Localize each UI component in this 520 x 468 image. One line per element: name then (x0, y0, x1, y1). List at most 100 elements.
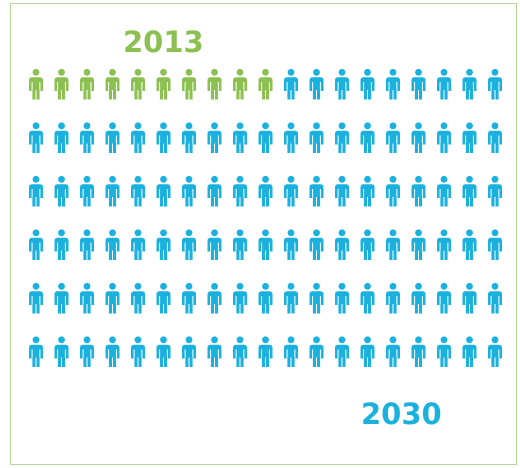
person-icon (411, 336, 426, 367)
person-icon (29, 175, 43, 207)
person-icon (284, 282, 298, 314)
person-icon (105, 282, 120, 314)
person-icon (462, 336, 477, 367)
person-icon (29, 68, 43, 100)
person-icon (462, 229, 477, 260)
person-icon (284, 229, 298, 260)
person-icon (284, 175, 298, 207)
person-icon (437, 68, 451, 100)
person-icon (29, 336, 43, 367)
person-icon (182, 336, 196, 367)
person-icon (462, 175, 477, 207)
person-icon (182, 282, 196, 314)
person-icon (182, 175, 196, 207)
person-icon (207, 336, 222, 367)
person-icon (462, 68, 477, 100)
person-icon (284, 336, 298, 367)
person-icon (80, 336, 94, 367)
person-icon (437, 175, 451, 207)
person-icon (386, 175, 400, 207)
person-icon (411, 122, 426, 153)
person-icon (54, 336, 69, 367)
person-icon (54, 282, 69, 314)
person-icon (258, 175, 273, 207)
person-icon (386, 229, 400, 260)
person-icon (360, 282, 375, 314)
person-icon (105, 122, 120, 153)
person-icon (233, 122, 247, 153)
person-icon (207, 229, 222, 260)
person-icon (386, 68, 400, 100)
person-icon (54, 175, 69, 207)
person-icon (54, 229, 69, 260)
person-icon (233, 229, 247, 260)
person-icon (360, 175, 375, 207)
person-icon (80, 122, 94, 153)
person-icon (462, 122, 477, 153)
person-icon (131, 282, 145, 314)
person-icon (335, 68, 349, 100)
person-icon (80, 282, 94, 314)
person-icon-grid (27, 68, 512, 368)
person-icon (258, 229, 273, 260)
person-icon (156, 68, 171, 100)
person-icon (156, 282, 171, 314)
person-icon-grid-svg (29, 68, 502, 367)
person-icon (360, 122, 375, 153)
person-icon (207, 68, 222, 100)
person-icon (131, 336, 145, 367)
person-icon (105, 68, 120, 100)
person-icon (386, 282, 400, 314)
person-icon (156, 336, 171, 367)
person-icon (54, 122, 69, 153)
year-start-label: 2013 (123, 25, 204, 59)
person-icon (156, 229, 171, 260)
person-icon (80, 229, 94, 260)
person-icon (29, 122, 43, 153)
person-icon (258, 336, 273, 367)
person-icon (233, 175, 247, 207)
person-icon (258, 68, 273, 100)
person-icon (411, 229, 426, 260)
person-icon (309, 336, 324, 367)
person-icon (437, 282, 451, 314)
person-icon (386, 336, 400, 367)
person-icon (335, 336, 349, 367)
person-icon (309, 282, 324, 314)
person-icon (335, 229, 349, 260)
person-icon (29, 282, 43, 314)
person-icon (335, 175, 349, 207)
person-icon (309, 175, 324, 207)
person-icon (335, 282, 349, 314)
person-icon (488, 68, 502, 100)
person-icon (105, 175, 120, 207)
person-icon (182, 68, 196, 100)
person-icon (54, 68, 69, 100)
person-icon (309, 229, 324, 260)
person-icon (488, 336, 502, 367)
person-icon (411, 68, 426, 100)
person-icon (29, 229, 43, 260)
year-end-label: 2030 (361, 397, 442, 431)
person-icon (105, 229, 120, 260)
person-icon (131, 175, 145, 207)
person-icon (131, 122, 145, 153)
person-icon (80, 175, 94, 207)
person-icon (386, 122, 400, 153)
person-icon (360, 68, 375, 100)
person-icon (360, 229, 375, 260)
person-icon (258, 122, 273, 153)
person-icon (233, 336, 247, 367)
person-icon (411, 175, 426, 207)
person-icon (80, 68, 94, 100)
person-icon (488, 282, 502, 314)
person-icon (335, 122, 349, 153)
person-icon (207, 282, 222, 314)
person-icon (207, 122, 222, 153)
person-icon (156, 122, 171, 153)
person-icon (258, 282, 273, 314)
person-icon (182, 122, 196, 153)
person-icon (207, 175, 222, 207)
person-icon (488, 229, 502, 260)
person-icon (156, 175, 171, 207)
